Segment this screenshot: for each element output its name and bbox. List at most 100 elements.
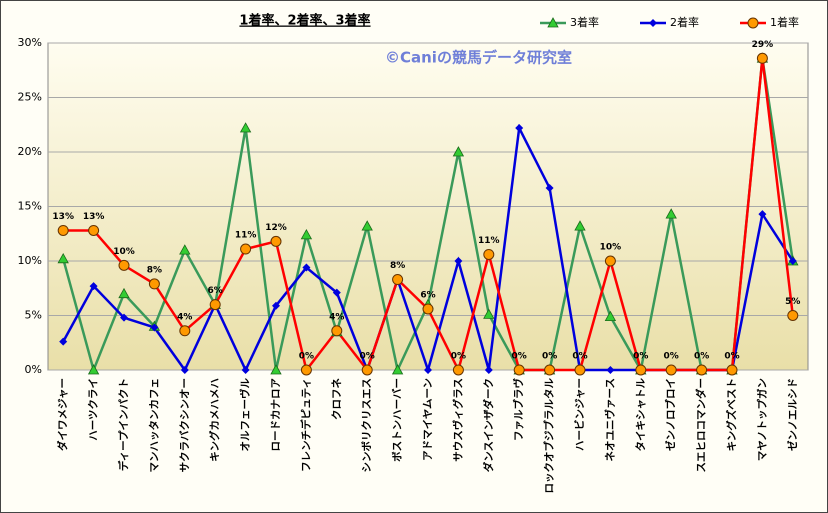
x-tick-label: ファルブラヴ: [512, 378, 525, 441]
y-tick-label: 30%: [18, 36, 42, 49]
value-label: 0%: [664, 352, 679, 362]
marker: [59, 337, 68, 346]
x-tick-label: ネオユニヴァース: [603, 378, 616, 461]
value-label: 8%: [147, 265, 162, 275]
marker: [756, 52, 768, 64]
marker: [332, 288, 341, 297]
marker: [574, 220, 586, 231]
marker: [424, 366, 432, 374]
x-tick-label: サウスヴィグラス: [451, 378, 464, 462]
x-tick-label: キングカメハメハ: [208, 378, 221, 462]
marker: [604, 310, 617, 321]
marker: [604, 255, 616, 267]
x-tick-label: キングズベスト: [725, 378, 738, 451]
marker: [788, 257, 797, 265]
marker: [454, 257, 463, 265]
value-label: 6%: [208, 286, 223, 296]
value-label: 4%: [329, 312, 344, 322]
value-label: 10%: [113, 247, 135, 257]
x-tick-label: クロフネ: [331, 378, 343, 420]
marker: [270, 364, 282, 375]
y-tick-label: 25%: [18, 91, 42, 104]
marker: [483, 308, 495, 319]
y-tick-label: 10%: [18, 254, 42, 267]
value-label: 5%: [785, 297, 800, 307]
y-tick-label: 20%: [18, 145, 42, 158]
marker: [179, 244, 191, 255]
marker: [209, 299, 221, 311]
marker: [150, 323, 159, 332]
marker: [758, 210, 767, 219]
value-label: 10%: [600, 243, 622, 253]
marker: [87, 364, 100, 375]
marker: [331, 325, 343, 337]
value-label: 0%: [724, 352, 739, 362]
x-tick-label: ダイワメジャー: [56, 378, 69, 451]
value-label: 13%: [83, 212, 105, 222]
marker: [361, 220, 373, 231]
marker: [302, 263, 311, 272]
y-tick-label: 15%: [18, 200, 42, 213]
marker: [89, 282, 98, 291]
x-tick-label: アドマイヤムーン: [422, 378, 434, 461]
marker: [649, 19, 657, 27]
x-tick-label: ハービンジャー: [573, 378, 586, 451]
value-label: 0%: [360, 352, 375, 362]
x-tick-label: シンボリクリスエス: [360, 378, 373, 473]
marker: [665, 364, 677, 376]
legend-label: 3着率: [570, 15, 599, 29]
marker: [515, 124, 524, 133]
marker: [88, 224, 100, 236]
marker: [270, 235, 282, 247]
x-tick-label: フレンチデピュティ: [299, 378, 312, 472]
marker: [544, 364, 556, 376]
chart-title: 1着率、2着率、3着率: [239, 13, 370, 29]
value-label: 0%: [572, 352, 587, 362]
marker: [452, 146, 465, 157]
x-tick-label: ダンスインザダーク: [482, 378, 495, 472]
marker: [57, 224, 69, 236]
x-tick-label: スエヒロコマンダー: [695, 378, 708, 473]
x-tick-label: ロックオブジブラルタル: [543, 378, 556, 494]
marker: [422, 303, 434, 315]
x-tick-label: ロードカナロア: [270, 378, 282, 452]
value-label: 0%: [299, 352, 314, 362]
marker: [391, 364, 404, 375]
marker: [120, 313, 128, 322]
y-tick-label: 5%: [25, 309, 42, 322]
value-label: 13%: [52, 212, 74, 222]
marker: [148, 278, 160, 290]
marker: [118, 259, 130, 271]
legend-label: 2着率: [670, 15, 699, 29]
y-tick-label: 0%: [25, 363, 42, 376]
watermark: ©Caniの競馬データ研究室: [385, 49, 572, 67]
marker: [300, 229, 313, 240]
marker: [240, 243, 252, 255]
marker: [272, 301, 280, 310]
x-tick-label: ゼンノロブロイ: [664, 378, 677, 451]
marker: [118, 287, 130, 299]
marker: [392, 274, 404, 286]
marker: [696, 364, 708, 376]
marker: [484, 366, 493, 374]
x-tick-label: ボストンハーバー: [391, 378, 404, 462]
value-label: 0%: [694, 352, 709, 362]
x-tick-label: ディープインパクト: [117, 378, 130, 471]
value-label: 8%: [390, 261, 405, 271]
value-label: 0%: [633, 352, 648, 362]
value-label: 0%: [512, 352, 527, 362]
x-tick-label: ハーツクライ: [88, 378, 100, 441]
value-label: 12%: [265, 223, 287, 233]
x-tick-label: サクラバクシンオー: [179, 378, 191, 472]
value-label: 0%: [542, 352, 557, 362]
x-tick-label: オルフェーヴル: [239, 378, 252, 452]
value-label: 11%: [235, 231, 257, 241]
marker: [361, 364, 373, 376]
marker: [747, 17, 759, 29]
marker: [574, 364, 586, 376]
marker: [179, 325, 191, 337]
x-tick-label: ゼンノエルシド: [786, 378, 799, 451]
marker: [606, 366, 615, 374]
marker: [300, 364, 312, 376]
